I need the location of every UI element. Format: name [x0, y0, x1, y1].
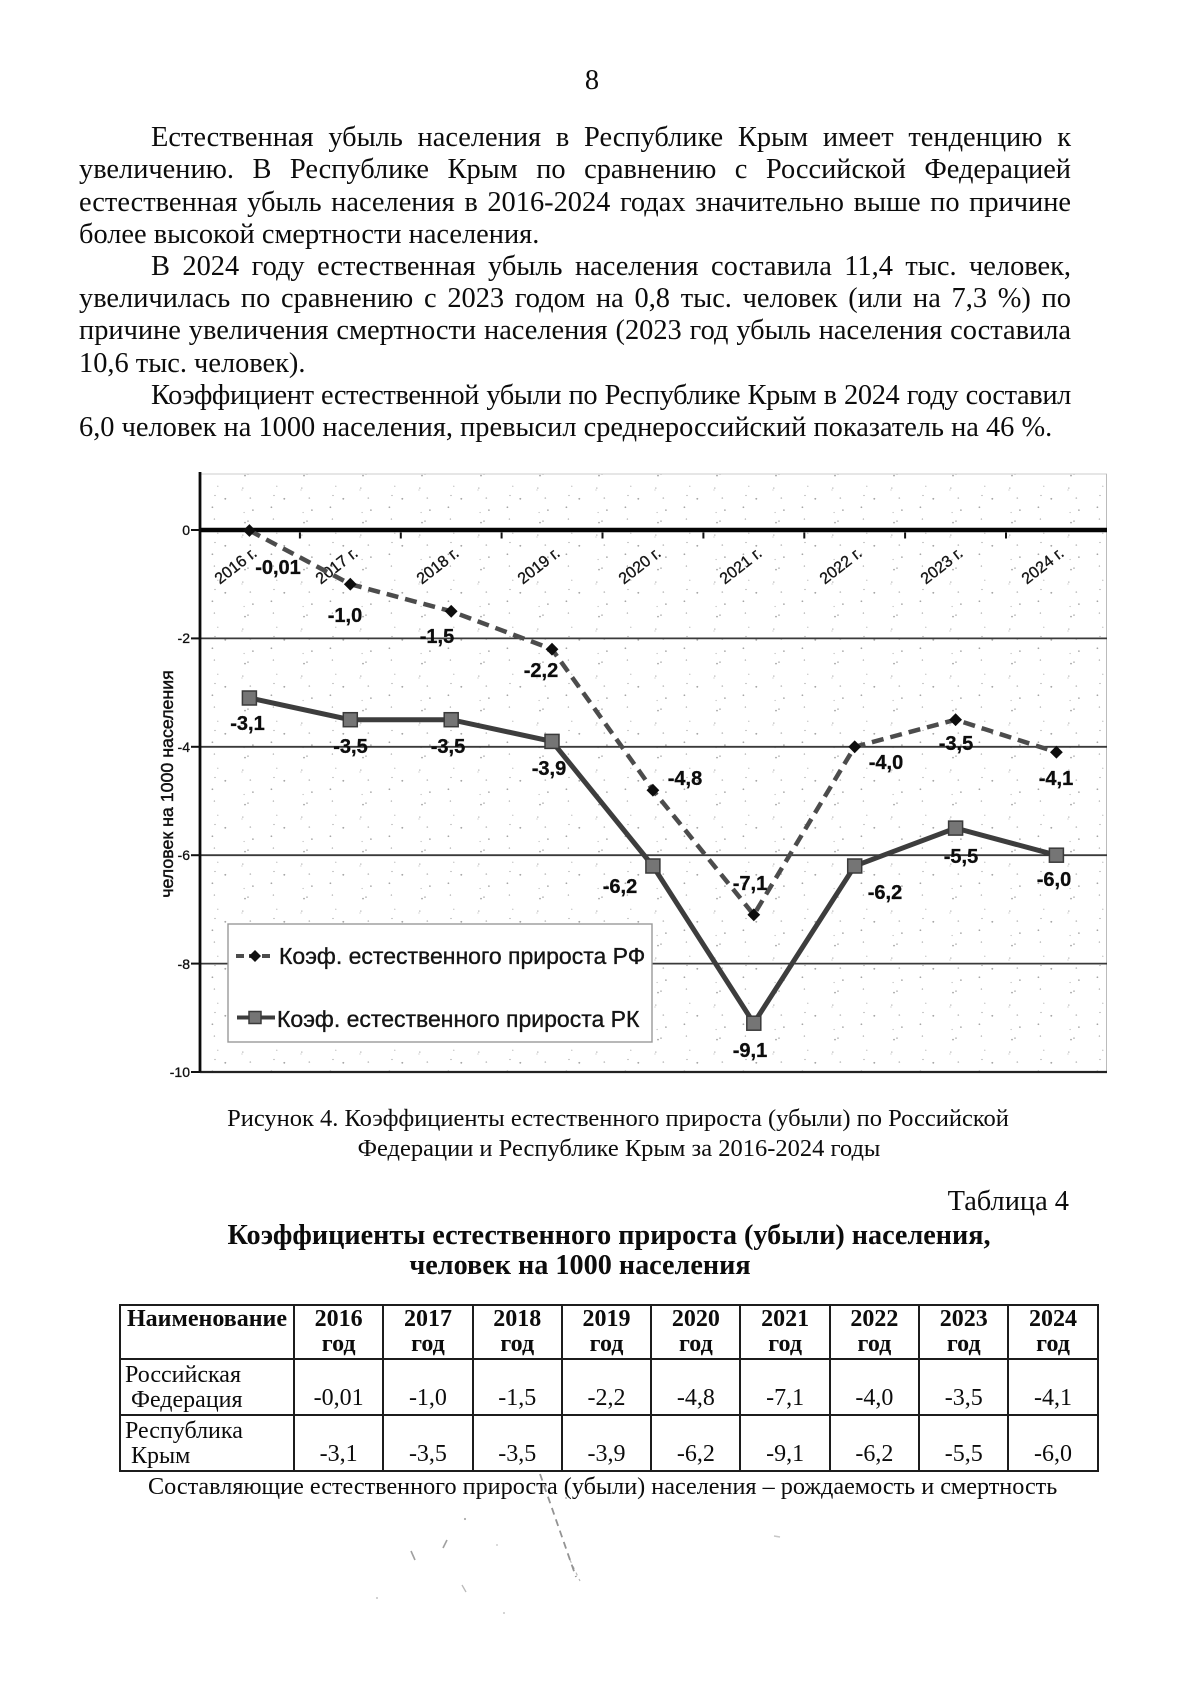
svg-text:-8: -8 [178, 956, 191, 972]
svg-text:-1,0: -1,0 [328, 605, 362, 627]
svg-text:-2,2: -2,2 [524, 660, 558, 682]
svg-text:-2: -2 [178, 630, 191, 646]
svg-text:-1,5: -1,5 [420, 626, 454, 648]
svg-text:-4,1: -4,1 [1039, 768, 1073, 790]
svg-text:0: 0 [182, 522, 190, 538]
svg-text:-6,2: -6,2 [603, 876, 637, 898]
svg-text:-6,2: -6,2 [868, 882, 902, 904]
svg-text:-10: -10 [170, 1064, 190, 1080]
svg-text:Коэф. естественного прироста Р: Коэф. естественного прироста РФ [279, 943, 645, 969]
svg-text:-4: -4 [178, 739, 191, 755]
svg-text:-3,5: -3,5 [431, 736, 465, 758]
svg-text:человек на 1000 населения: человек на 1000 населения [157, 670, 177, 898]
svg-text:-7,1: -7,1 [733, 873, 767, 895]
svg-text:-3,1: -3,1 [230, 713, 264, 735]
svg-text:-6,0: -6,0 [1037, 869, 1071, 891]
svg-text:-9,1: -9,1 [733, 1040, 767, 1062]
svg-text:Коэф. естественного прироста Р: Коэф. естественного прироста РК [277, 1006, 640, 1032]
svg-text:-5,5: -5,5 [944, 846, 978, 868]
svg-text:-3,9: -3,9 [532, 758, 566, 780]
svg-text:-4,8: -4,8 [668, 768, 702, 790]
svg-text:-6: -6 [178, 847, 191, 863]
svg-text:-0,01: -0,01 [255, 557, 301, 579]
svg-text:-3,5: -3,5 [333, 736, 367, 758]
svg-text:-4,0: -4,0 [869, 752, 903, 774]
svg-text:-3,5: -3,5 [939, 733, 973, 755]
